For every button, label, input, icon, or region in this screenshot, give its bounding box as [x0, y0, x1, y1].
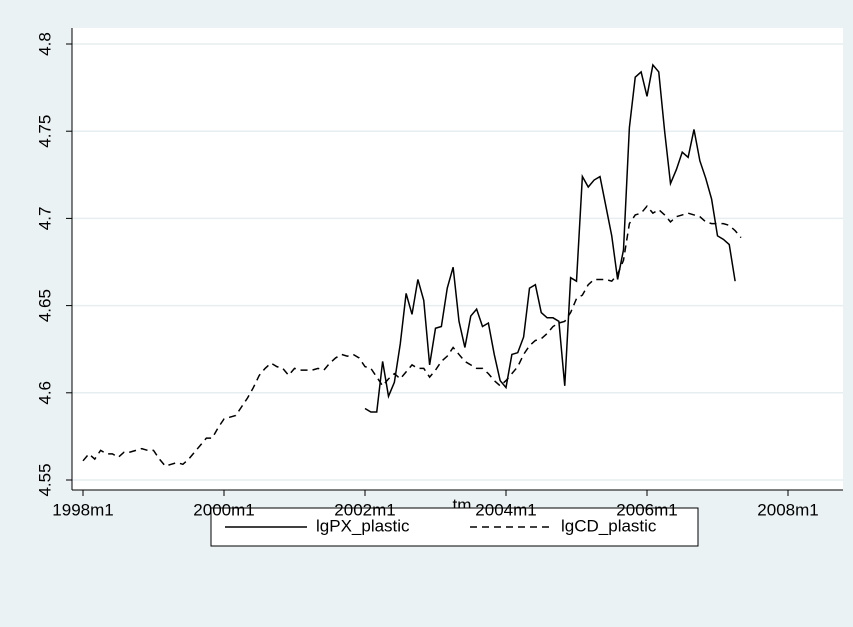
x-tick-label: 2006m1: [616, 500, 677, 519]
series-line: [82, 205, 742, 467]
y-tick-label: 4.7: [35, 207, 54, 231]
x-tick-label: 2002m1: [334, 500, 395, 519]
y-tick-label: 4.65: [35, 289, 54, 322]
y-tick-label: 4.8: [35, 32, 54, 56]
x-tick-label: 2000m1: [193, 500, 254, 519]
plot-area: [72, 28, 843, 490]
legend-label: lgCD_plastic: [561, 516, 657, 535]
y-tick-label: 4.55: [35, 463, 54, 496]
series-line: [364, 63, 736, 413]
x-tick-label: 2004m1: [475, 500, 536, 519]
x-tick-label: 2008m1: [757, 500, 818, 519]
y-tick-label: 4.6: [35, 381, 54, 405]
y-tick-label: 4.75: [35, 115, 54, 148]
x-tick-label: 1998m1: [52, 500, 113, 519]
legend-label: lgPX_plastic: [316, 516, 410, 535]
